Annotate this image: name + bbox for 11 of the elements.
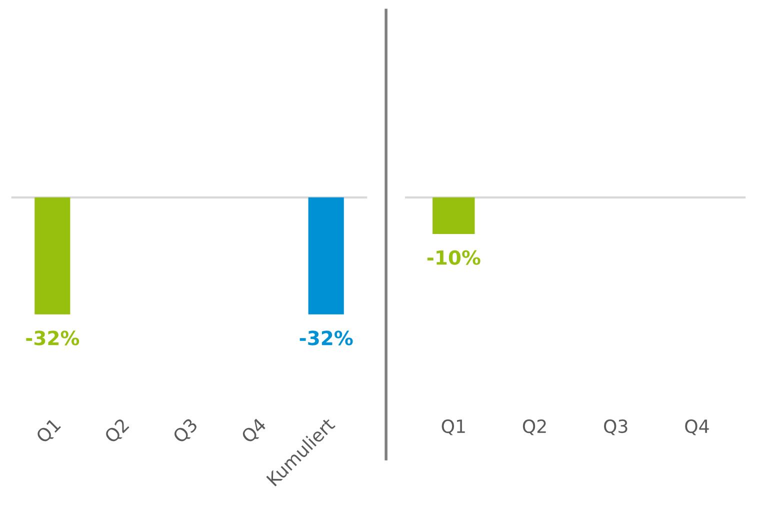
x-tick-label: Q3	[604, 419, 628, 436]
x-tick-label: Q3	[172, 418, 200, 446]
x-tick-label: Q2	[104, 418, 131, 446]
data-label: -10%	[427, 250, 480, 265]
x-tick-label: Q4	[240, 417, 268, 446]
x-tick-label: Q2	[522, 419, 546, 436]
data-label: -32%	[300, 330, 353, 346]
x-tick-label: Q1	[442, 419, 465, 436]
x-tick-label: Q1	[35, 418, 63, 446]
x-tick-label: Q4	[685, 419, 709, 436]
data-label: -32%	[26, 330, 80, 346]
